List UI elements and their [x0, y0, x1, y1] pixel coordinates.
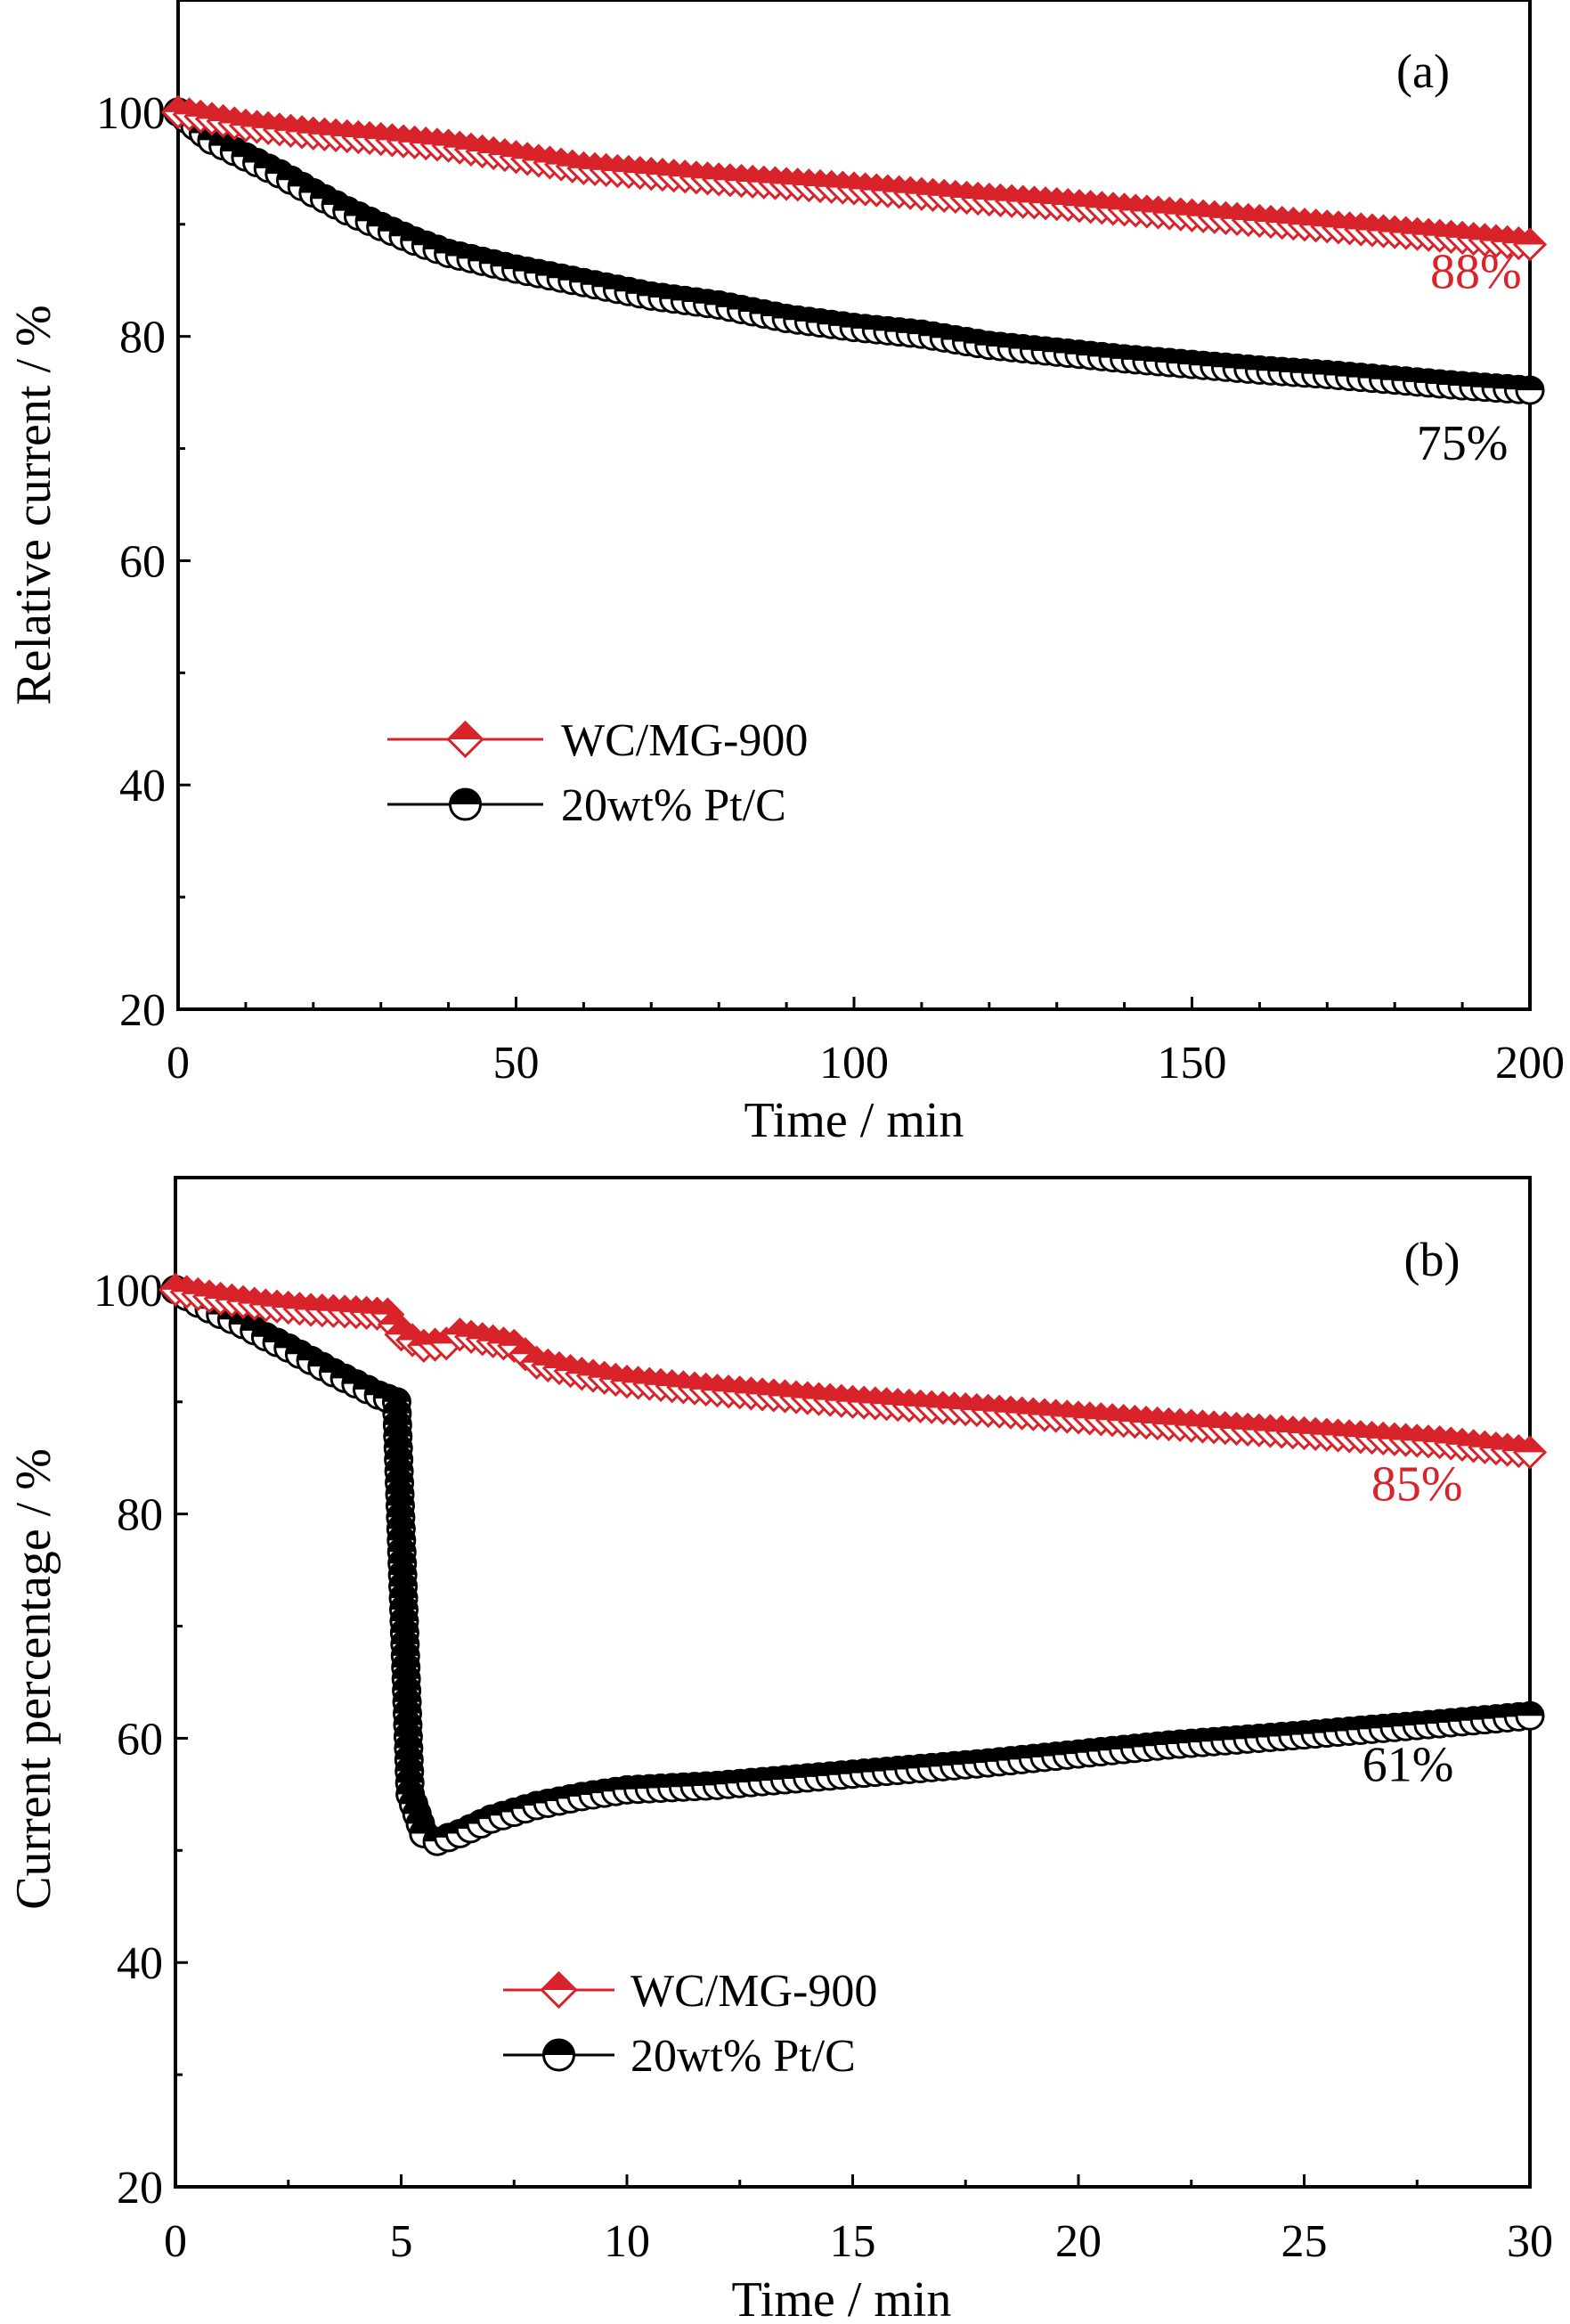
- y-ticks-a: 20 40 60 80 100: [96, 88, 191, 1036]
- x-tick-label: 100: [819, 1038, 889, 1089]
- x-tick-label: 15: [830, 2216, 876, 2267]
- series-line: [175, 1288, 1531, 1843]
- x-ticks-a: 0 50 100 150 200: [167, 997, 1565, 1089]
- x-tick-label: 30: [1507, 2216, 1553, 2267]
- x-ticks-b: 0 5 10 15 20 25 30: [164, 2174, 1553, 2267]
- x-tick-label: 0: [164, 2216, 187, 2267]
- data-point: [1512, 227, 1548, 262]
- x-axis-label-b: Time / min: [732, 2272, 952, 2324]
- legend-label-wcmg-b: WC/MG-900: [630, 1966, 877, 2017]
- annotation-61-percent: 61%: [1363, 1737, 1454, 1792]
- x-tick-label: 20: [1055, 2216, 1102, 2267]
- y-axis-label-b: Current percentage / %: [6, 1448, 61, 1910]
- annotations-a: 88% 75%: [1417, 245, 1522, 472]
- legend-marker-wcmg-a: [446, 720, 484, 759]
- y-axis-label-a: Relative current / %: [6, 305, 61, 705]
- y-tick-label: 40: [119, 761, 166, 811]
- panel-label-b: (b): [1404, 1233, 1460, 1286]
- x-tick-label: 0: [167, 1038, 190, 1089]
- y-tick-label: 60: [117, 1714, 163, 1765]
- y-tick-label: 80: [119, 313, 166, 363]
- series-group-a: [160, 94, 1548, 405]
- legend-marker-shape: [446, 720, 484, 759]
- series-group-b: [158, 1272, 1548, 1856]
- data-point: [1515, 375, 1545, 405]
- legend-b: WC/MG-900 20wt% Pt/C: [503, 1966, 877, 2082]
- legend-marker-shape: [449, 787, 482, 821]
- legend-marker-ptc-b: [542, 2038, 575, 2072]
- y-tick-label: 80: [117, 1490, 163, 1541]
- legend-label-wcmg-a: WC/MG-900: [561, 715, 808, 766]
- y-tick-label: 100: [96, 88, 166, 139]
- x-tick-label: 150: [1158, 1038, 1227, 1089]
- y-ticks-b: 20 40 60 80 100: [94, 1266, 188, 2214]
- y-tick-label: 20: [119, 985, 166, 1036]
- legend-a: WC/MG-900 20wt% Pt/C: [387, 715, 808, 831]
- x-tick-label: 10: [604, 2216, 650, 2267]
- panel-label-a: (a): [1396, 45, 1450, 98]
- legend-marker-wcmg-b: [540, 1970, 578, 2010]
- legend-label-ptc-b: 20wt% Pt/C: [630, 2031, 856, 2082]
- annotation-85-percent: 85%: [1371, 1457, 1463, 1513]
- data-point: [1515, 1700, 1545, 1731]
- x-axis-label-a: Time / min: [744, 1093, 964, 1148]
- y-tick-label: 100: [94, 1266, 163, 1317]
- x-tick-label: 50: [493, 1038, 540, 1089]
- y-tick-label: 60: [119, 536, 166, 587]
- data-point: [1512, 1435, 1548, 1470]
- legend-marker-ptc-a: [449, 787, 482, 821]
- legend-marker-shape: [540, 1970, 578, 2010]
- annotations-b: 85% 61%: [1363, 1457, 1463, 1793]
- annotation-75-percent: 75%: [1417, 416, 1509, 471]
- annotation-88-percent: 88%: [1430, 245, 1522, 300]
- x-tick-label: 5: [390, 2216, 413, 2267]
- legend-label-ptc-a: 20wt% Pt/C: [561, 780, 786, 831]
- x-tick-label: 25: [1281, 2216, 1328, 2267]
- x-tick-label: 200: [1495, 1038, 1565, 1089]
- legend-marker-shape: [542, 2038, 575, 2072]
- y-tick-label: 40: [117, 1938, 163, 1989]
- y-tick-label: 20: [117, 2163, 163, 2214]
